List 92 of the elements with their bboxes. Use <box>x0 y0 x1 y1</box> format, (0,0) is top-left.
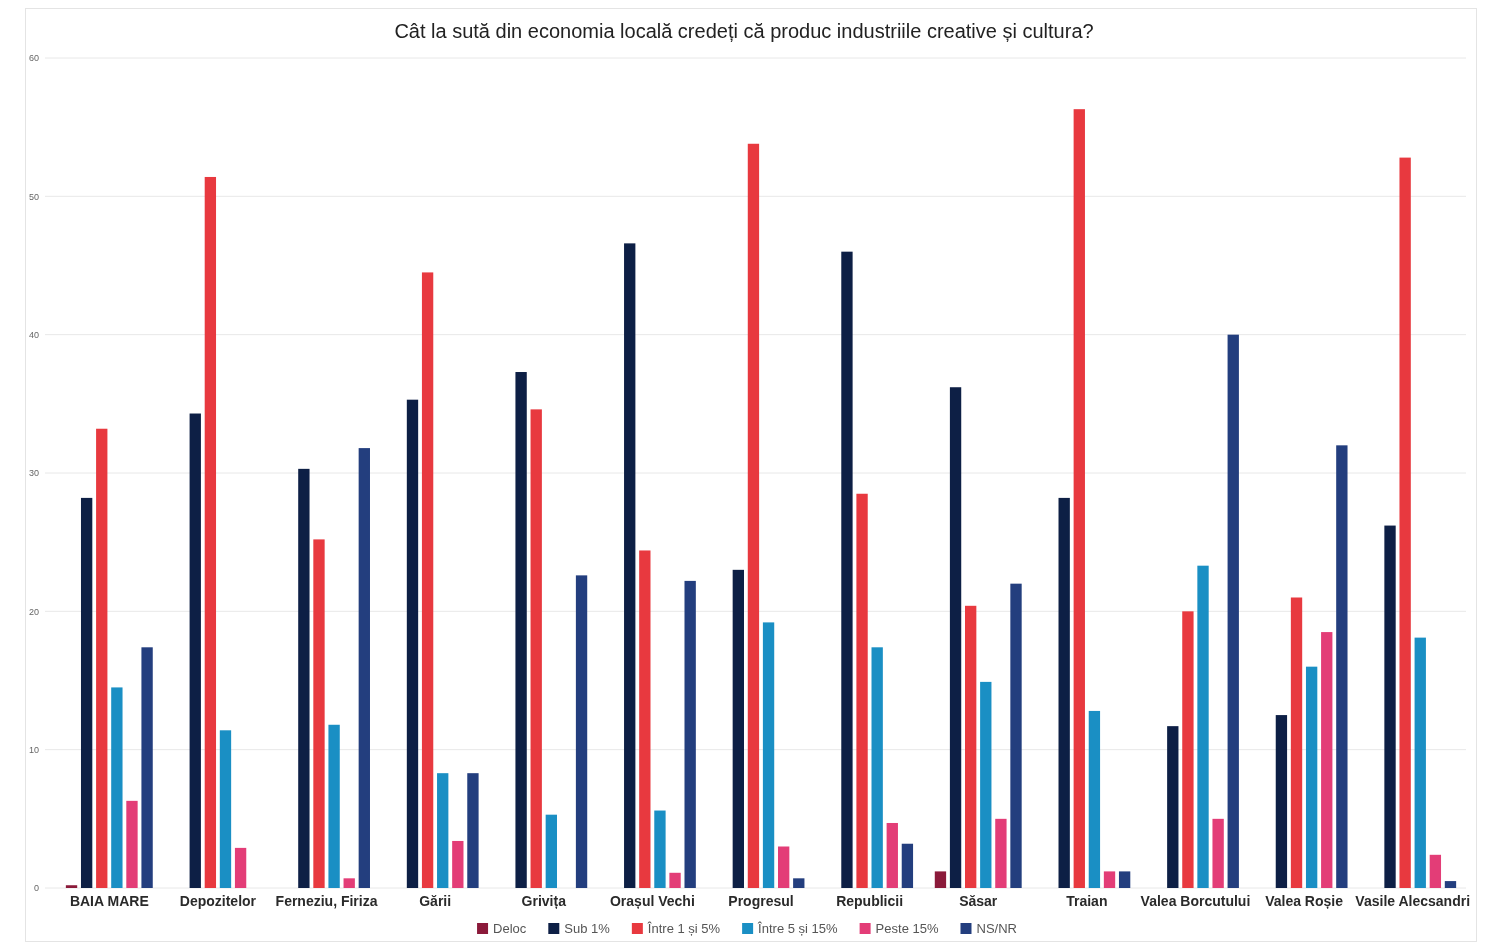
bar <box>1197 565 1209 888</box>
bar <box>575 575 588 888</box>
bar <box>1275 715 1288 888</box>
x-tick-label: Traian <box>1066 892 1108 909</box>
bar <box>80 497 93 888</box>
bar <box>1414 637 1426 888</box>
y-tick-label: 30 <box>28 468 39 479</box>
bar <box>189 413 201 888</box>
bar <box>778 846 790 888</box>
bar <box>980 681 992 888</box>
x-tick-label: Gării <box>419 892 452 909</box>
x-tick-label: Orașul Vechi <box>609 892 695 909</box>
bar <box>1305 666 1318 888</box>
legend-label: Sub 1% <box>564 921 611 936</box>
bar <box>949 387 962 888</box>
bar <box>934 871 947 888</box>
bar <box>639 550 651 888</box>
bar <box>1227 334 1239 888</box>
bar <box>1321 632 1333 888</box>
bar <box>1010 583 1022 888</box>
x-tick-label: Săsar <box>959 892 998 909</box>
x-tick-label: Depozitelor <box>179 892 257 909</box>
legend-label: Între 5 și 15% <box>757 921 839 936</box>
bar <box>126 800 138 888</box>
bar <box>1429 854 1442 888</box>
bar <box>856 493 868 888</box>
bar <box>841 251 853 888</box>
bar <box>1088 710 1101 888</box>
bar <box>234 847 247 888</box>
bar <box>406 399 419 888</box>
bar <box>515 372 527 888</box>
bar <box>343 878 355 888</box>
y-tick-label: 0 <box>33 883 39 894</box>
legend-label: Peste 15% <box>875 921 939 936</box>
bar <box>684 580 696 888</box>
bar <box>871 647 883 888</box>
bar <box>313 539 325 888</box>
x-tick-label: Grivița <box>521 892 567 909</box>
bar <box>732 569 744 888</box>
y-tick-label: 50 <box>28 191 39 202</box>
bar <box>624 243 636 888</box>
y-tick-label: 60 <box>28 53 39 64</box>
bar <box>995 818 1007 888</box>
bar <box>111 687 123 888</box>
bar <box>1212 818 1224 888</box>
x-tick-label: BAIA MARE <box>69 892 149 909</box>
bar <box>1399 157 1411 888</box>
bar <box>298 468 310 888</box>
bar <box>467 773 479 888</box>
bar <box>901 843 914 888</box>
bar <box>669 872 681 888</box>
x-tick-label: Ferneziu, Firiza <box>275 892 378 909</box>
bar <box>437 773 449 888</box>
bar <box>141 647 153 888</box>
bar <box>421 272 434 888</box>
y-tick-label: 40 <box>28 330 39 341</box>
x-tick-label: Valea Borcutului <box>1140 892 1251 909</box>
bar <box>1118 871 1131 888</box>
x-tick-label: Progresul <box>728 892 794 909</box>
bar <box>1182 611 1194 888</box>
legend-label: Deloc <box>493 921 527 936</box>
y-tick-label: 10 <box>28 745 39 756</box>
bar <box>747 143 760 888</box>
bar <box>654 810 666 888</box>
bar <box>219 730 232 888</box>
x-tick-label: Valea Roșie <box>1265 892 1344 909</box>
bar <box>793 878 805 888</box>
legend-label: NS/NR <box>976 921 1017 936</box>
bar <box>1167 726 1179 888</box>
bar <box>452 840 464 888</box>
bar <box>886 822 898 888</box>
bar <box>762 622 775 888</box>
bar <box>1384 525 1396 888</box>
bar <box>1290 597 1303 888</box>
legend-label: Între 1 și 5% <box>646 921 721 936</box>
bar <box>1103 871 1116 888</box>
bar <box>204 176 217 888</box>
bar <box>328 724 340 888</box>
x-tick-label: Republicii <box>836 892 904 909</box>
bar <box>65 885 78 888</box>
x-tick-label: Vasile Alecsandri <box>1355 892 1471 909</box>
bar <box>530 409 542 888</box>
bar <box>1058 497 1070 888</box>
bar <box>1444 881 1457 888</box>
bar <box>965 605 977 888</box>
y-tick-label: 20 <box>28 606 39 617</box>
bar <box>545 814 557 888</box>
chart-title: Cât la sută din economia locală credeți că produc industriile creative și cultura? <box>394 20 1094 42</box>
bar <box>96 428 108 888</box>
bar <box>1073 109 1085 888</box>
bar <box>1336 445 1348 888</box>
bar <box>358 448 370 888</box>
